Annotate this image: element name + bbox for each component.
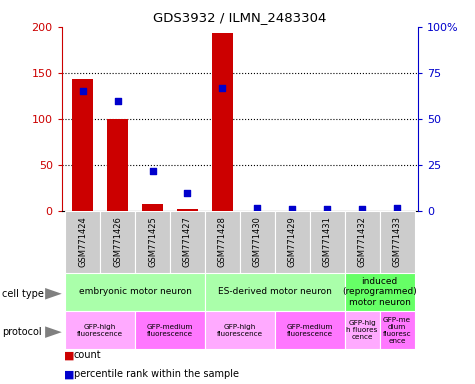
Text: cell type: cell type	[2, 289, 44, 299]
Point	[218, 84, 226, 91]
Bar	[205, 311, 275, 349]
Bar	[177, 209, 198, 211]
Bar	[205, 211, 240, 273]
Text: GFP-high
fluorescence: GFP-high fluorescence	[77, 324, 123, 337]
Polygon shape	[45, 326, 62, 338]
Bar	[345, 311, 380, 349]
Text: induced
(reprogrammed)
motor neuron: induced (reprogrammed) motor neuron	[342, 277, 417, 307]
Bar	[345, 273, 415, 311]
Text: GSM771424: GSM771424	[78, 217, 87, 267]
Point	[323, 206, 331, 212]
Point	[288, 206, 296, 212]
Text: protocol: protocol	[2, 327, 42, 337]
Title: GDS3932 / ILMN_2483304: GDS3932 / ILMN_2483304	[153, 11, 327, 24]
Bar	[65, 273, 205, 311]
Polygon shape	[45, 288, 62, 300]
Bar	[240, 211, 275, 273]
Point	[254, 204, 261, 210]
Bar	[100, 211, 135, 273]
Text: GFP-hig
h fluores
cence: GFP-hig h fluores cence	[346, 320, 378, 340]
Text: GFP-medium
fluorescence: GFP-medium fluorescence	[286, 324, 333, 337]
Bar	[65, 311, 135, 349]
Point	[149, 167, 156, 174]
Bar	[212, 33, 233, 211]
Text: count: count	[74, 350, 101, 360]
Bar	[345, 211, 380, 273]
Bar	[275, 311, 345, 349]
Text: ■: ■	[64, 350, 75, 360]
Text: GSM771431: GSM771431	[323, 217, 332, 267]
Text: GSM771430: GSM771430	[253, 217, 262, 267]
Text: GSM771425: GSM771425	[148, 217, 157, 267]
Bar	[310, 211, 345, 273]
Text: GFP-high
fluorescence: GFP-high fluorescence	[217, 324, 263, 337]
Bar	[142, 204, 163, 211]
Text: GFP-medium
fluorescence: GFP-medium fluorescence	[147, 324, 193, 337]
Text: ES-derived motor neuron: ES-derived motor neuron	[218, 287, 332, 296]
Text: ■: ■	[64, 369, 75, 379]
Bar	[65, 211, 100, 273]
Text: GSM771428: GSM771428	[218, 217, 227, 267]
Text: GSM771429: GSM771429	[288, 217, 297, 267]
Bar	[135, 211, 170, 273]
Text: GSM771427: GSM771427	[183, 217, 192, 267]
Point	[184, 190, 191, 196]
Bar	[107, 119, 128, 211]
Point	[79, 88, 86, 94]
Bar	[205, 273, 345, 311]
Point	[358, 206, 366, 212]
Text: percentile rank within the sample: percentile rank within the sample	[74, 369, 238, 379]
Bar	[380, 311, 415, 349]
Text: GSM771433: GSM771433	[392, 217, 401, 267]
Bar	[72, 79, 93, 211]
Text: GSM771426: GSM771426	[113, 217, 122, 267]
Point	[114, 98, 122, 104]
Text: GFP-me
dium
fluoresc
ence: GFP-me dium fluoresc ence	[383, 317, 411, 344]
Point	[393, 204, 401, 210]
Bar	[275, 211, 310, 273]
Bar	[135, 311, 205, 349]
Text: embryonic motor neuron: embryonic motor neuron	[79, 287, 191, 296]
Text: GSM771432: GSM771432	[358, 217, 367, 267]
Bar	[380, 211, 415, 273]
Bar	[170, 211, 205, 273]
